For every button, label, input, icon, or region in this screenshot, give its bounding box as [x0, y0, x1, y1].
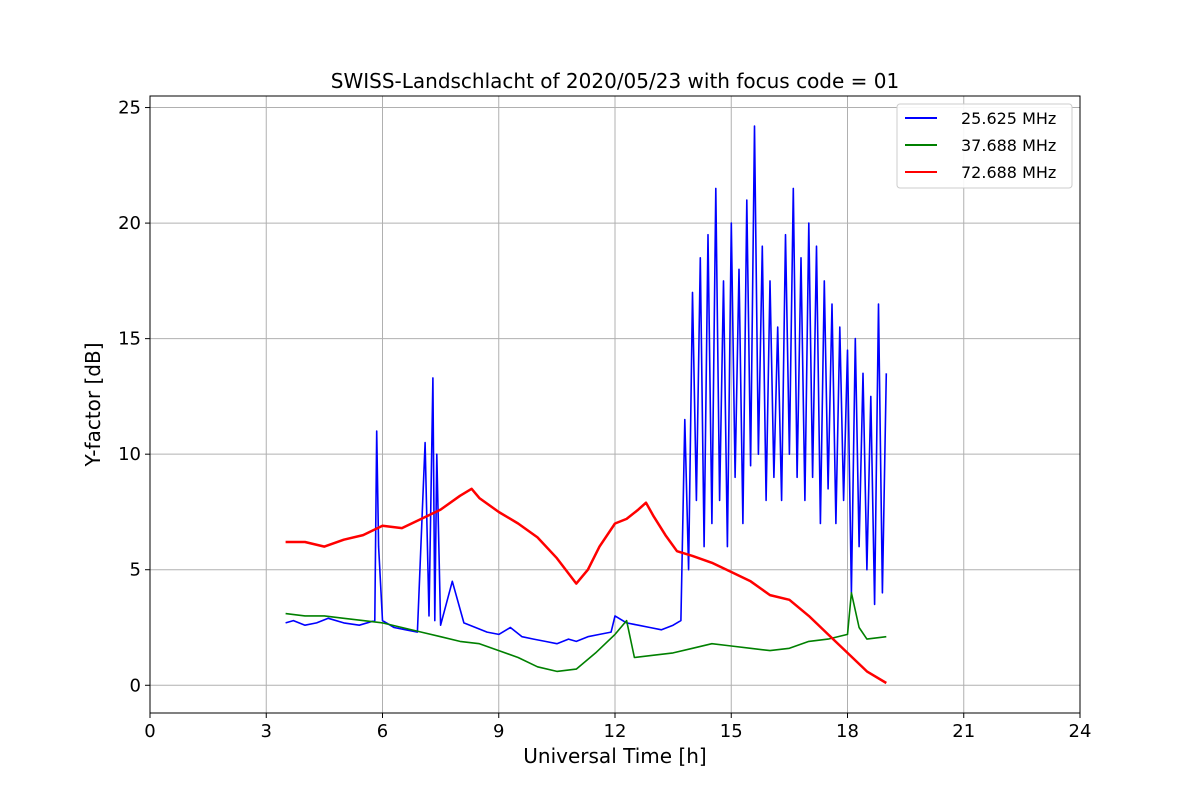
- y-tick-label: 20: [118, 213, 141, 234]
- series-line-3: [285, 487, 887, 685]
- x-tick-label: 9: [493, 721, 504, 742]
- y-tick-label: 0: [130, 675, 141, 696]
- legend-label-2: 37.688 MHz: [961, 136, 1056, 155]
- x-tick-label: 21: [952, 721, 975, 742]
- y-axis-ticks: 0 5 10 15 20 25: [118, 98, 150, 696]
- y-axis-label: Y-factor [dB]: [81, 342, 105, 467]
- series-layer: [285, 125, 888, 685]
- x-tick-label: 18: [836, 721, 859, 742]
- x-tick-label: 3: [261, 721, 272, 742]
- legend: 25.625 MHz 37.688 MHz 72.688 MHz: [896, 103, 1073, 189]
- series-line-2: [285, 591, 887, 673]
- x-tick-label: 15: [720, 721, 743, 742]
- x-axis-ticks: 0 3 6 9 12 15 18 21 24: [144, 713, 1091, 742]
- x-tick-label: 6: [377, 721, 388, 742]
- legend-box: [896, 103, 1073, 189]
- legend-label-1: 25.625 MHz: [961, 109, 1056, 128]
- y-tick-label: 10: [118, 444, 141, 465]
- x-axis-label: Universal Time [h]: [523, 744, 706, 768]
- legend-label-3: 72.688 MHz: [961, 163, 1056, 182]
- series-line-1: [285, 125, 888, 645]
- x-tick-label: 24: [1069, 721, 1092, 742]
- x-tick-label: 12: [604, 721, 627, 742]
- y-tick-label: 15: [118, 329, 141, 350]
- y-tick-label: 25: [118, 98, 141, 119]
- y-tick-label: 5: [130, 560, 141, 581]
- chart-title: SWISS-Landschlacht of 2020/05/23 with fo…: [331, 69, 899, 93]
- x-tick-label: 0: [144, 721, 155, 742]
